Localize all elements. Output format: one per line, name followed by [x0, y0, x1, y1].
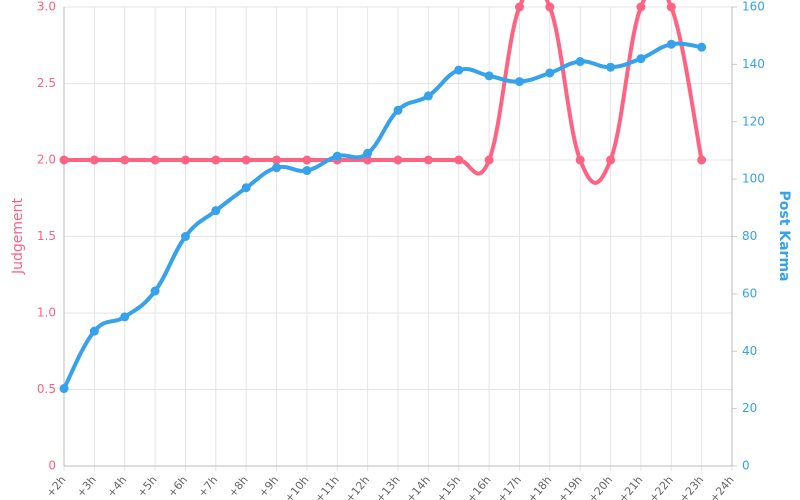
data-point: [89, 155, 99, 165]
data-point: [484, 155, 494, 165]
x-tick-label: +2h: [44, 473, 69, 499]
y2-tick-label: 20: [742, 401, 757, 415]
data-point: [363, 148, 373, 158]
y-tick-label: 0.5: [37, 382, 56, 396]
x-tick-label: +16h: [464, 473, 493, 500]
series-line: [63, 0, 704, 185]
x-tick-label: +20h: [586, 473, 615, 500]
y-tick-label: 0: [48, 459, 56, 473]
data-point: [241, 155, 251, 165]
data-point: [423, 155, 433, 165]
x-tick-label: +9h: [256, 473, 281, 499]
y-tick-label: 2.5: [37, 76, 56, 90]
data-point: [514, 2, 524, 12]
x-tick-label: +24h: [707, 473, 736, 500]
data-point: [59, 384, 69, 394]
y2-tick-label: 140: [742, 57, 765, 71]
x-tick-label: +10h: [282, 473, 311, 500]
x-tick-label: +3h: [74, 473, 99, 499]
data-point: [636, 54, 646, 64]
data-point: [302, 155, 312, 165]
data-point: [302, 166, 312, 176]
data-point: [575, 155, 585, 165]
y2-tick-label: 100: [742, 172, 765, 186]
data-point: [332, 151, 342, 161]
data-point: [211, 155, 221, 165]
data-point: [59, 155, 69, 165]
data-point: [606, 155, 616, 165]
data-point: [545, 68, 555, 78]
data-point: [454, 65, 464, 75]
data-point: [393, 105, 403, 115]
x-tick-label: +14h: [404, 473, 433, 500]
data-point: [484, 71, 494, 81]
data-point: [89, 326, 99, 336]
y2-tick-label: 60: [742, 286, 757, 300]
y-tick-label: 2.0: [37, 153, 56, 167]
x-tick-label: +11h: [313, 473, 342, 500]
data-point: [666, 2, 676, 12]
data-point: [363, 155, 373, 165]
data-point: [180, 155, 190, 165]
x-tick-label: +17h: [495, 473, 524, 500]
y2-tick-label: 0: [742, 459, 750, 473]
data-point: [180, 232, 190, 241]
x-tick-label: +22h: [647, 473, 676, 500]
series-line: [62, 41, 702, 390]
data-point: [150, 155, 160, 165]
x-tick-label: +8h: [226, 473, 251, 499]
data-point: [606, 62, 616, 72]
x-tick-label: +12h: [343, 473, 372, 500]
data-point: [545, 2, 555, 12]
y2-tick-label: 80: [742, 229, 757, 243]
data-point: [636, 2, 646, 12]
x-tick-label: +7h: [196, 473, 221, 499]
x-tick-label: +15h: [434, 473, 463, 500]
data-point: [241, 183, 251, 193]
data-point: [393, 155, 403, 165]
x-tick-label: +5h: [135, 473, 160, 499]
data-point: [423, 91, 433, 101]
x-tick-label: +13h: [373, 473, 402, 500]
data-point: [575, 57, 585, 67]
data-point: [697, 155, 707, 165]
y-tick-label: 1.5: [37, 229, 56, 243]
data-point: [120, 312, 130, 322]
y-axis-title: Judgement: [10, 197, 26, 275]
data-point: [120, 155, 130, 165]
data-point: [697, 42, 707, 52]
y2-tick-label: 160: [742, 0, 765, 14]
y2-tick-label: 120: [742, 114, 765, 128]
y-tick-label: 1.0: [37, 306, 56, 320]
y-tick-label: 3.0: [37, 0, 56, 14]
x-tick-label: +19h: [555, 473, 584, 500]
data-point: [514, 77, 524, 87]
data-point: [211, 206, 221, 216]
data-point: [454, 155, 464, 165]
data-point: [150, 286, 160, 296]
data-point: [272, 163, 282, 173]
data-point: [666, 39, 676, 49]
x-tick-label: +21h: [616, 473, 645, 500]
y2-tick-label: 40: [742, 344, 757, 358]
x-tick-label: +18h: [525, 473, 554, 500]
data-point: [272, 155, 282, 165]
x-tick-label: +4h: [104, 473, 129, 499]
x-tick-label: +23h: [677, 473, 706, 500]
x-tick-label: +6h: [165, 473, 190, 499]
y2-axis-title: Post Karma: [776, 190, 792, 281]
